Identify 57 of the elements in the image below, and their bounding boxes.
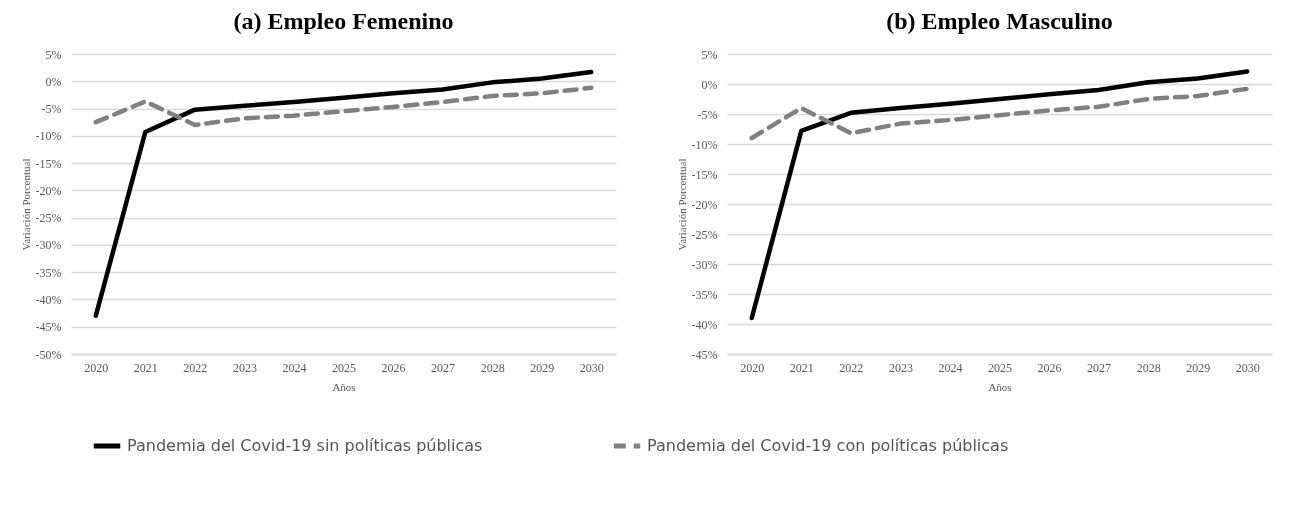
y-tick-label: -10%: [691, 137, 718, 152]
y-tick-label: -5%: [41, 102, 62, 117]
x-tick-label: 2025: [332, 360, 356, 375]
x-tick-label: 2023: [888, 360, 913, 375]
x-tick-label: 2029: [530, 360, 555, 375]
y-tick-label: 0%: [701, 77, 718, 92]
y-axis-title: Variación Porcentual: [675, 158, 688, 251]
y-tick-label: -25%: [35, 211, 62, 226]
x-tick-label: 2022: [839, 360, 864, 375]
x-tick-label: 2024: [282, 360, 307, 375]
y-tick-label: 5%: [701, 47, 718, 62]
line-series: [93, 85, 594, 128]
x-tick-label: 2027: [431, 360, 456, 375]
y-tick-label: -50%: [35, 347, 62, 362]
y-tick-label: -5%: [697, 107, 718, 122]
x-tick-label: 2021: [789, 360, 814, 375]
chart-title: (b) Empleo Masculino: [886, 8, 1113, 34]
x-tick-label: 2022: [183, 360, 208, 375]
x-tick-label: 2030: [1235, 360, 1260, 375]
y-tick-label: -30%: [35, 238, 62, 253]
line-series: [749, 86, 1250, 141]
y-tick-label: -20%: [691, 197, 718, 212]
y-tick-label: -45%: [691, 347, 718, 362]
legend-label: Pandemia del Covid-19 sin políticas públicas: [127, 436, 483, 455]
y-axis-title: Variación Porcentual: [19, 158, 32, 251]
y-tick-label: -15%: [691, 167, 718, 182]
line-series: [93, 69, 594, 319]
x-tick-label: 2026: [381, 360, 406, 375]
x-tick-label: 2027: [1087, 360, 1112, 375]
y-tick-label: 0%: [45, 74, 62, 89]
y-tick-label: 5%: [45, 47, 62, 62]
x-tick-label: 2026: [1037, 360, 1062, 375]
y-tick-label: -40%: [35, 292, 62, 307]
x-tick-label: 2021: [133, 360, 158, 375]
y-tick-label: -25%: [691, 227, 718, 242]
x-axis-title: Años: [332, 380, 356, 393]
y-tick-label: -40%: [691, 317, 718, 332]
x-tick-label: 2020: [740, 360, 765, 375]
x-tick-label: 2028: [1136, 360, 1161, 375]
chart-title: (a) Empleo Femenino: [233, 8, 454, 34]
y-tick-label: -35%: [691, 287, 718, 302]
y-tick-label: -45%: [35, 320, 62, 335]
y-tick-label: -10%: [35, 129, 62, 144]
y-tick-label: -30%: [691, 257, 718, 272]
legend-label: Pandemia del Covid-19 con políticas públicas: [647, 436, 1009, 455]
x-tick-label: 2029: [1186, 360, 1211, 375]
line-series: [749, 69, 1250, 321]
x-tick-label: 2028: [480, 360, 505, 375]
x-tick-label: 2024: [938, 360, 963, 375]
x-tick-label: 2025: [988, 360, 1012, 375]
x-tick-label: 2030: [579, 360, 604, 375]
y-tick-label: -20%: [35, 183, 62, 198]
x-axis-title: Años: [988, 380, 1012, 393]
y-tick-label: -35%: [35, 265, 62, 280]
x-tick-label: 2020: [84, 360, 109, 375]
x-tick-label: 2023: [232, 360, 257, 375]
y-tick-label: -15%: [35, 156, 62, 171]
